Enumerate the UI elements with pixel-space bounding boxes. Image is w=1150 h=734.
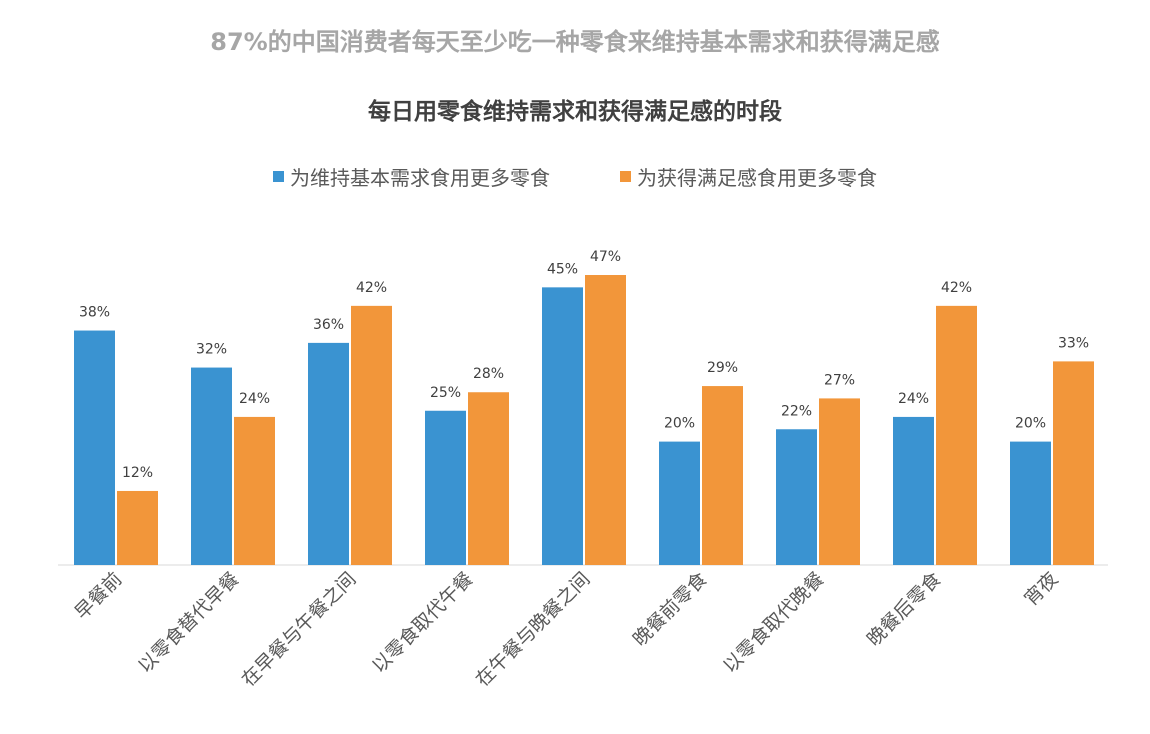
data-label: 38%	[79, 305, 110, 321]
bar-satisfaction-7	[936, 305, 977, 565]
data-label: 32%	[196, 342, 227, 358]
x-tick-label: 以零食取代午餐	[368, 568, 478, 678]
bar-basic-4	[542, 287, 583, 565]
bar-basic-6	[776, 429, 817, 565]
data-label: 20%	[1015, 416, 1046, 432]
legend-swatch-basic	[273, 171, 284, 182]
data-label: 47%	[590, 249, 621, 265]
legend-swatch-satisfaction	[620, 171, 631, 182]
x-tick-label: 宵夜	[1020, 568, 1062, 610]
bar-satisfaction-1	[234, 416, 275, 565]
data-label: 22%	[781, 403, 812, 419]
data-label: 27%	[824, 372, 855, 388]
bar-satisfaction-0	[117, 490, 158, 565]
x-tick-label: 在午餐与晚餐之间	[471, 568, 594, 691]
legend-item-basic: 为维持基本需求食用更多零食	[273, 162, 550, 191]
x-tick-label: 晚餐前零食	[629, 568, 712, 651]
bar-basic-5	[659, 441, 700, 565]
bar-satisfaction-4	[585, 275, 626, 565]
data-label: 24%	[239, 391, 270, 407]
data-label: 12%	[122, 465, 153, 481]
bar-satisfaction-2	[351, 305, 392, 565]
data-label: 25%	[430, 385, 461, 401]
bar-satisfaction-3	[468, 392, 509, 565]
bar-basic-0	[74, 330, 115, 565]
x-tick-label: 以零食替代早餐	[134, 568, 244, 678]
bar-satisfaction-5	[702, 386, 743, 565]
data-label: 20%	[664, 416, 695, 432]
chart-title: 每日用零食维持需求和获得满足感的时段	[368, 99, 782, 125]
x-tick-label: 早餐前	[71, 568, 127, 624]
data-label: 33%	[1058, 335, 1089, 351]
data-label: 24%	[898, 391, 929, 407]
legend-label-satisfaction: 为获得满足感食用更多零食	[637, 166, 877, 190]
legend: 为维持基本需求食用更多零食 为获得满足感食用更多零食	[0, 162, 1150, 191]
data-label: 42%	[356, 280, 387, 296]
bar-basic-3	[425, 410, 466, 565]
bar-basic-8	[1010, 441, 1051, 565]
legend-label-basic: 为维持基本需求食用更多零食	[290, 166, 550, 190]
bar-basic-7	[893, 416, 934, 565]
data-label: 36%	[313, 317, 344, 333]
bar-basic-1	[191, 367, 232, 565]
bar-satisfaction-8	[1053, 361, 1094, 565]
data-label: 28%	[473, 366, 504, 382]
bar-satisfaction-6	[819, 398, 860, 565]
x-tick-label: 在早餐与午餐之间	[237, 568, 360, 691]
x-tick-label: 晚餐后零食	[863, 568, 946, 651]
header-title: 87%的中国消费者每天至少吃一种零食来维持基本需求和获得满足感	[210, 28, 940, 56]
bar-basic-2	[308, 342, 349, 565]
data-label: 45%	[547, 261, 578, 277]
data-label: 42%	[941, 280, 972, 296]
data-label: 29%	[707, 360, 738, 376]
x-tick-label: 以零食取代晚餐	[719, 568, 829, 678]
legend-item-satisfaction: 为获得满足感食用更多零食	[620, 162, 877, 191]
